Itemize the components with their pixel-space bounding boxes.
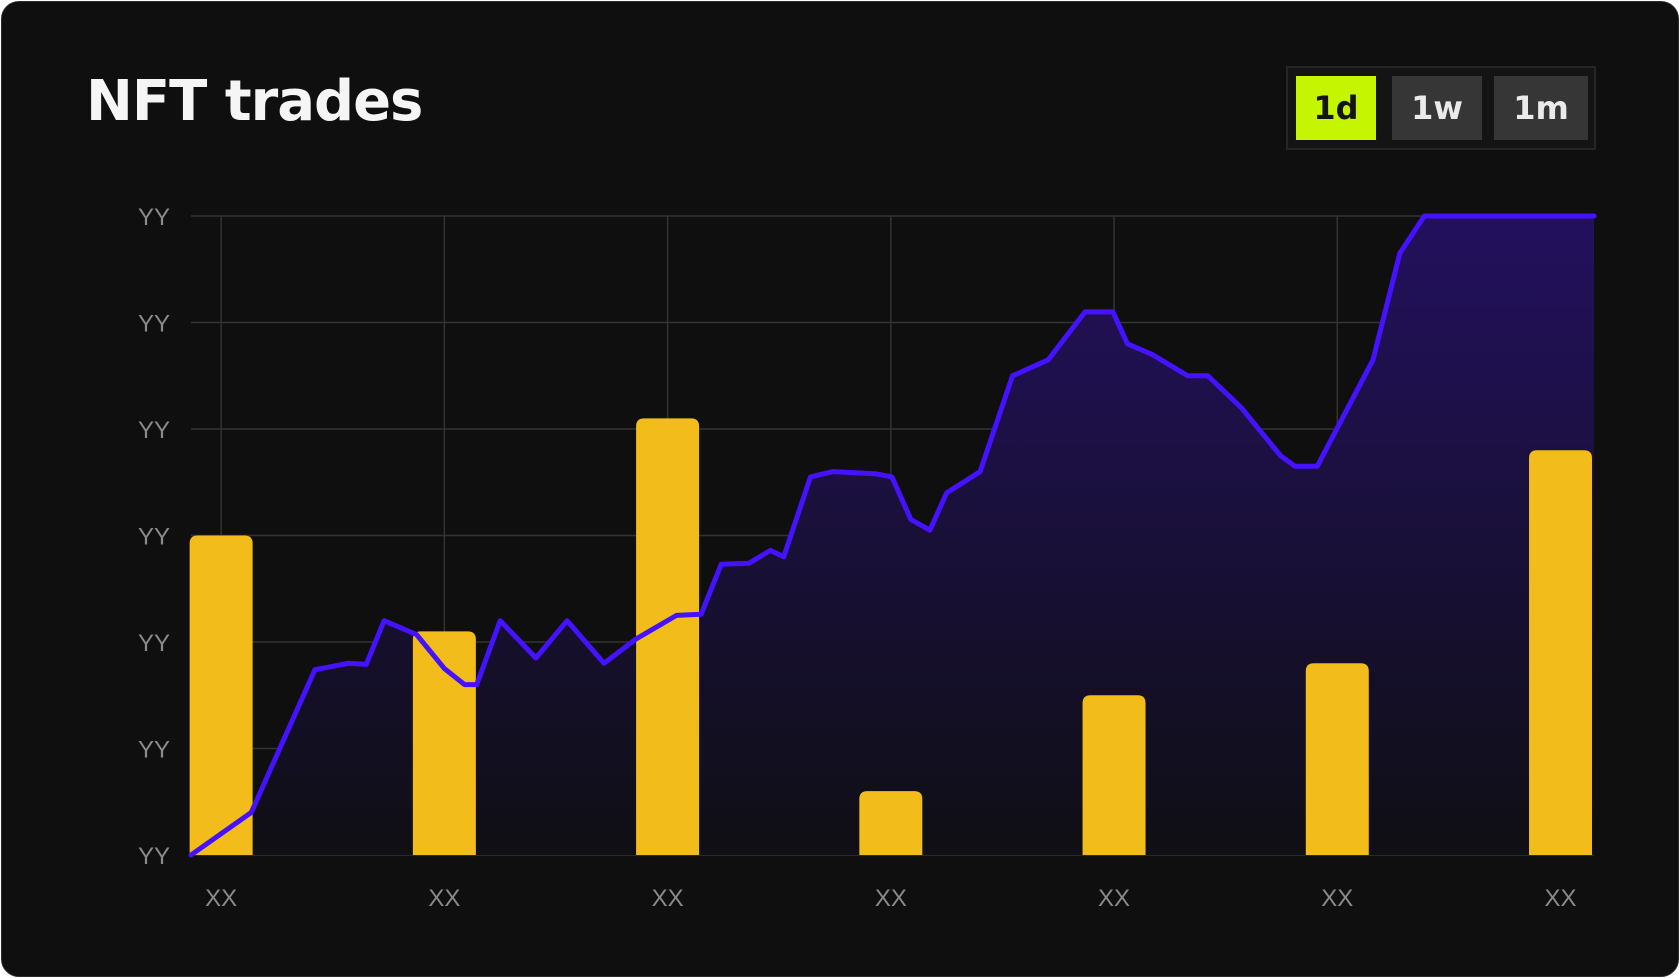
bar bbox=[1082, 695, 1146, 855]
x-tick-label: XX bbox=[1321, 885, 1353, 912]
bar bbox=[412, 631, 476, 855]
range-button-1w[interactable]: 1w bbox=[1392, 76, 1482, 140]
bar bbox=[1529, 450, 1593, 855]
line-series bbox=[188, 213, 1597, 858]
x-tick-label: XX bbox=[875, 885, 907, 912]
bars bbox=[189, 418, 1593, 855]
y-tick-label: YY bbox=[138, 524, 170, 551]
y-tick-label: YY bbox=[138, 417, 170, 444]
bar bbox=[1305, 663, 1369, 855]
x-tick-label: XX bbox=[205, 885, 237, 912]
y-tick-label: YY bbox=[138, 843, 170, 870]
x-axis-ticks: XX XX XX XX XX XX XX bbox=[205, 885, 1576, 912]
bar bbox=[859, 791, 923, 855]
line-area bbox=[191, 216, 1594, 855]
y-axis-ticks: YY YY YY YY YY YY YY bbox=[138, 204, 170, 870]
bar bbox=[189, 535, 253, 855]
time-range-selector: 1d 1w 1m bbox=[1286, 66, 1596, 150]
y-tick-label: YY bbox=[138, 311, 170, 338]
x-tick-label: XX bbox=[428, 885, 460, 912]
range-button-1d[interactable]: 1d bbox=[1296, 76, 1376, 140]
y-tick-label: YY bbox=[138, 204, 170, 231]
bar bbox=[636, 418, 700, 855]
x-tick-label: XX bbox=[1545, 885, 1577, 912]
chart-title: NFT trades bbox=[86, 69, 423, 134]
y-tick-label: YY bbox=[138, 630, 170, 657]
x-tick-label: XX bbox=[652, 885, 684, 912]
line-area-fill bbox=[191, 216, 1594, 855]
y-tick-label: YY bbox=[138, 737, 170, 764]
range-button-1m[interactable]: 1m bbox=[1494, 76, 1588, 140]
x-tick-label: XX bbox=[1098, 885, 1130, 912]
series-line bbox=[188, 213, 1597, 858]
